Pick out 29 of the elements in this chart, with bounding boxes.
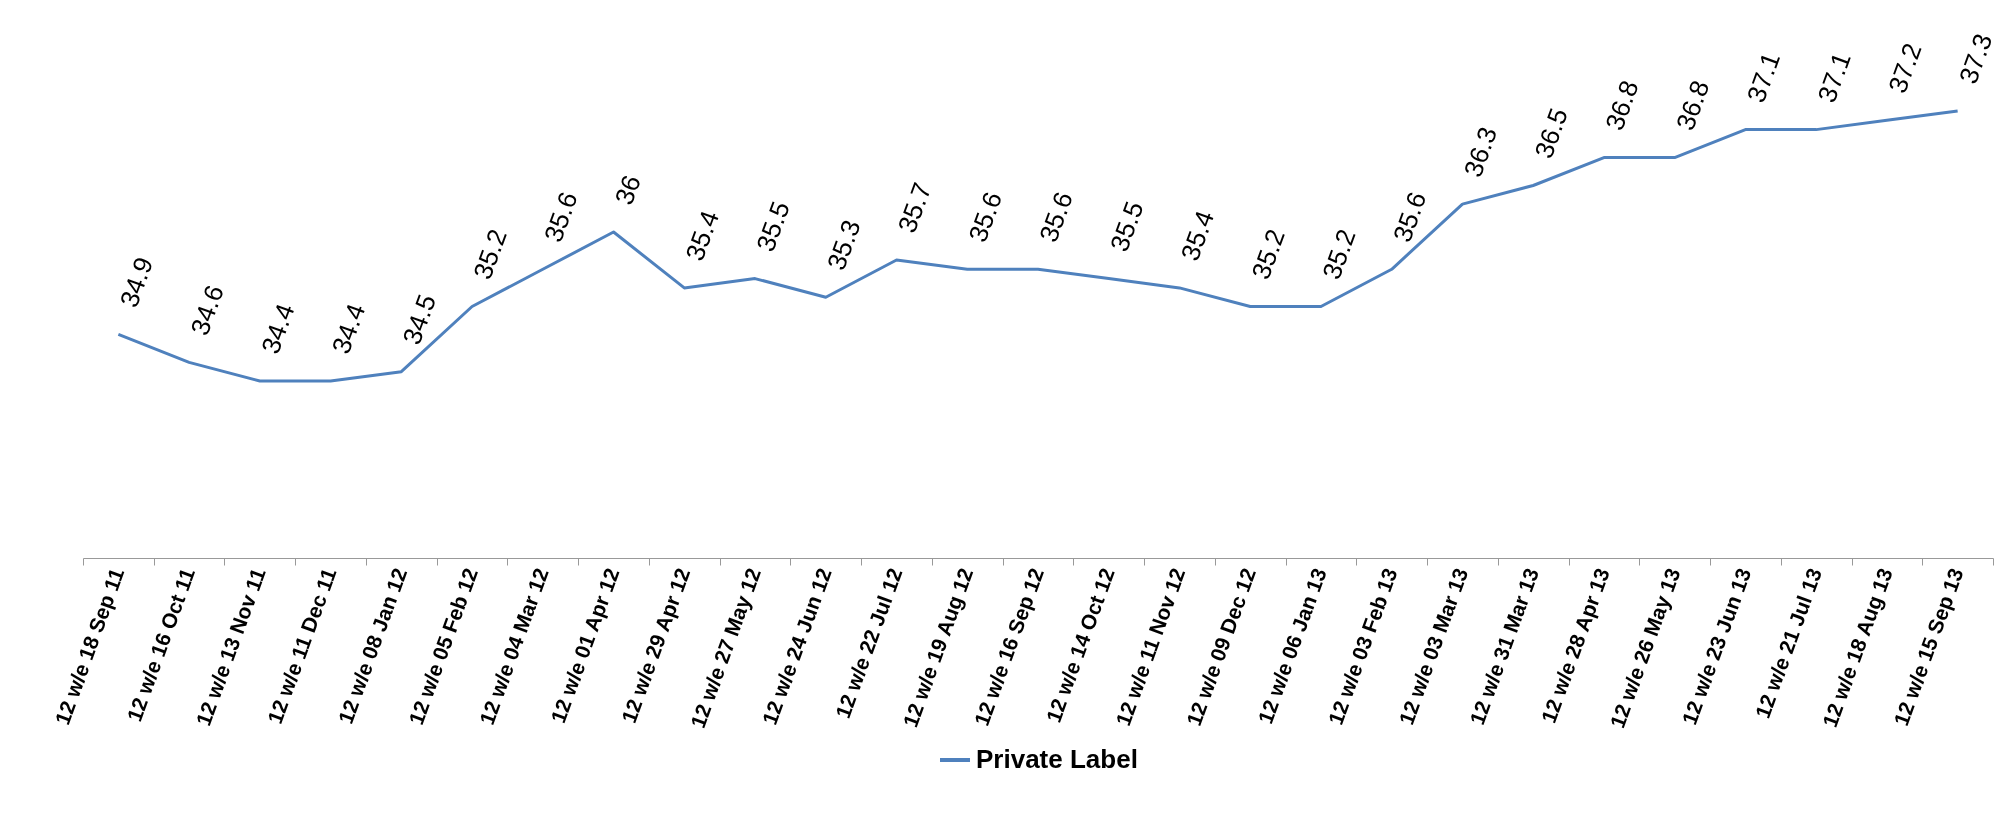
data-label: 34.6 xyxy=(184,281,230,339)
data-label: 35.2 xyxy=(1316,225,1362,284)
data-label: 35.6 xyxy=(538,188,584,246)
data-label: 35.2 xyxy=(467,225,513,284)
data-label: 35.4 xyxy=(1174,206,1221,265)
data-label: 35.2 xyxy=(1245,225,1291,284)
x-tick-label: 12 w/e 18 Sep 11 xyxy=(50,564,129,728)
data-label: 37.2 xyxy=(1882,39,1928,97)
data-label: 36.3 xyxy=(1457,122,1504,181)
data-label: 36.8 xyxy=(1669,76,1716,135)
data-label: 34.5 xyxy=(396,290,443,349)
data-label: 37.1 xyxy=(1811,48,1857,107)
legend-label: Private Label xyxy=(976,744,1138,774)
data-label: 34.9 xyxy=(113,253,160,312)
data-label: 35.5 xyxy=(750,197,796,256)
data-label: 34.4 xyxy=(255,299,301,358)
data-label: 36 xyxy=(608,171,647,209)
data-label: 35.4 xyxy=(679,206,726,265)
data-label: 37.3 xyxy=(1952,29,1999,88)
data-label: 35.6 xyxy=(1033,188,1079,246)
data-label: 35.7 xyxy=(891,178,938,237)
data-label: 35.6 xyxy=(962,188,1008,246)
data-label: 35.5 xyxy=(1103,197,1150,256)
data-label: 35.6 xyxy=(1386,188,1433,246)
data-label: 36.5 xyxy=(1528,104,1574,163)
data-label: 34.4 xyxy=(325,299,372,358)
data-label: 37.1 xyxy=(1740,48,1787,107)
data-label: 35.3 xyxy=(821,215,867,274)
data-label: 36.8 xyxy=(1599,76,1645,135)
